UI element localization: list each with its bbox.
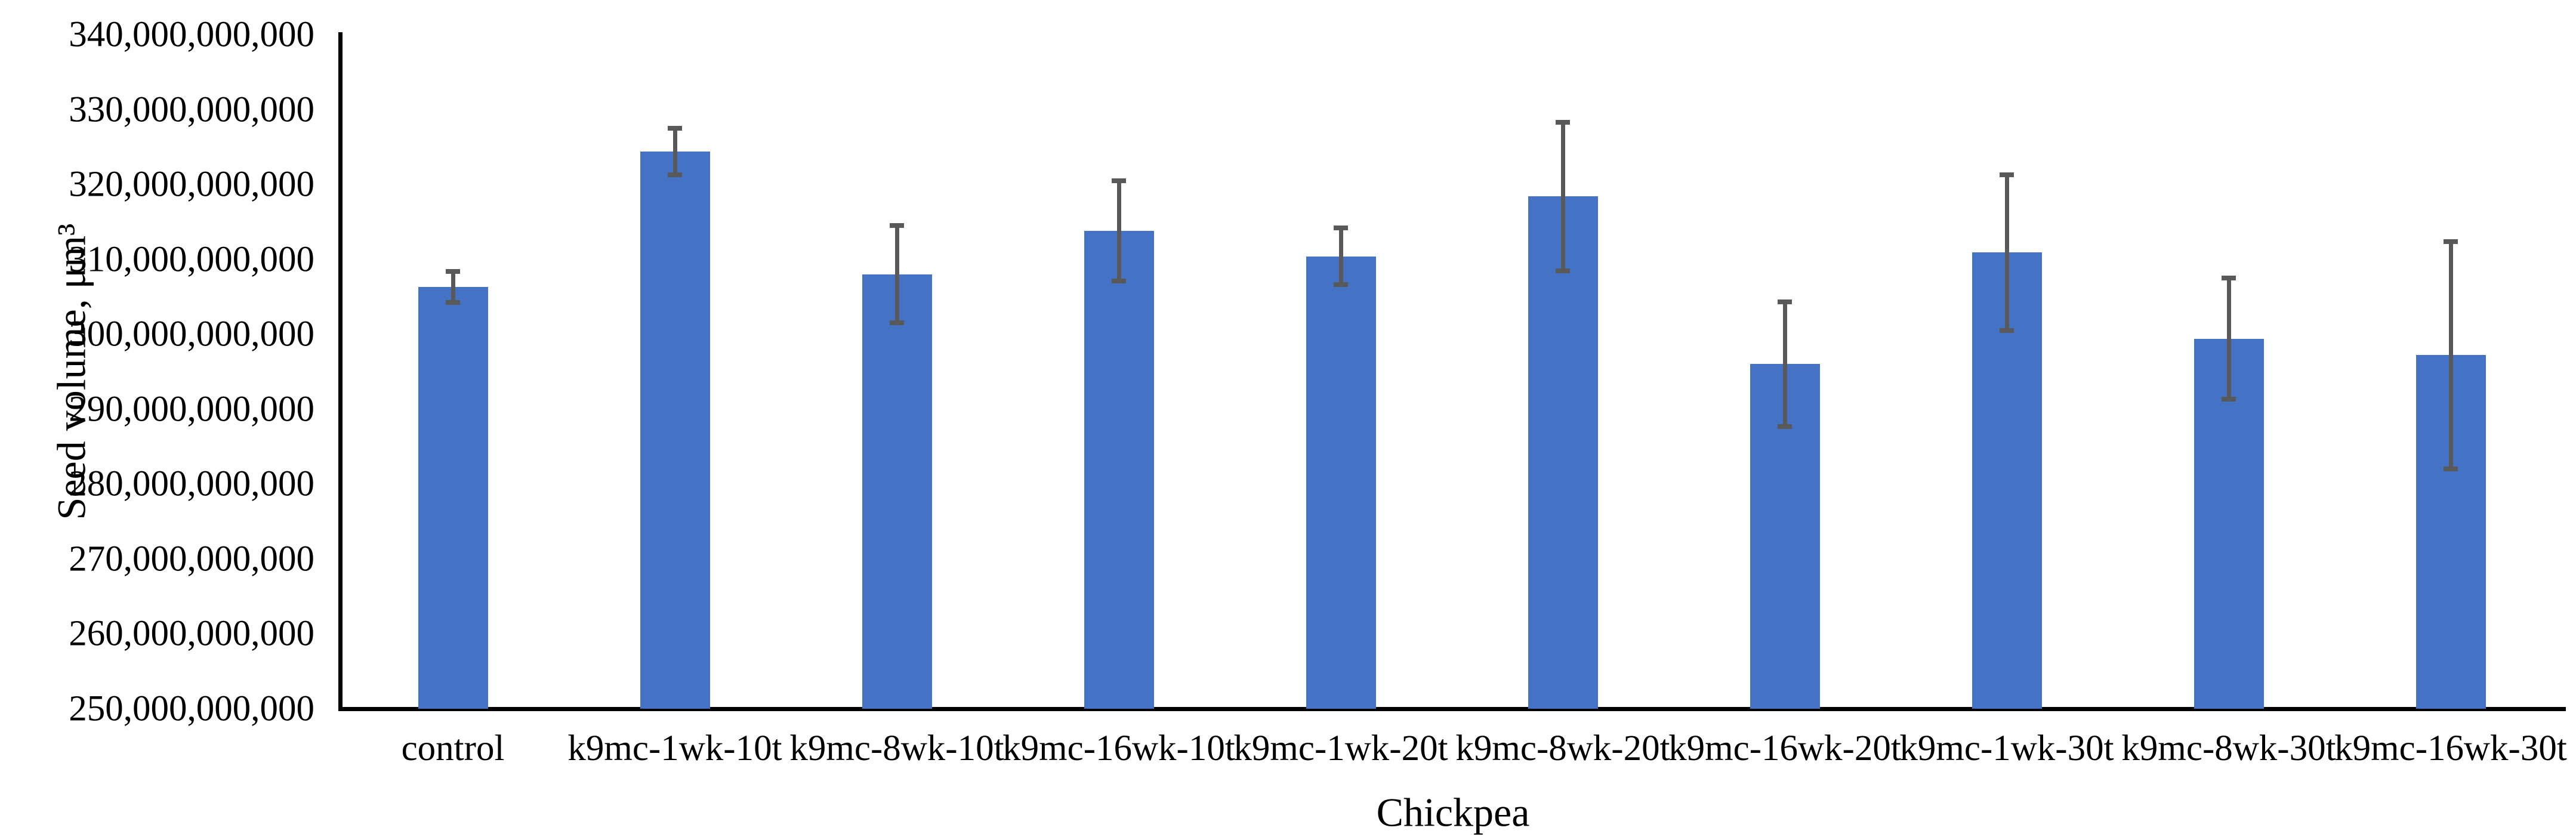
error-bar-cap <box>446 300 460 305</box>
error-bar <box>672 128 677 175</box>
error-bar <box>1560 122 1565 271</box>
bar-k9mc-1wk-20t <box>1306 256 1376 709</box>
error-bar <box>2004 174 2009 331</box>
error-bar-cap <box>890 223 904 228</box>
error-bar-cap <box>2000 172 2014 177</box>
error-bar-cap <box>1556 119 1570 125</box>
y-tick-label: 310,000,000,000 <box>69 239 314 280</box>
error-bar-cap <box>1334 282 1348 288</box>
y-tick-label: 300,000,000,000 <box>69 314 314 354</box>
error-bar-cap <box>1334 225 1348 230</box>
y-tick-label: 280,000,000,000 <box>69 464 314 504</box>
x-category-label: k9mc-1wk-20t <box>1233 728 1448 768</box>
error-bar-cap <box>1112 279 1126 284</box>
y-axis-line <box>338 32 343 711</box>
error-bar-cap <box>2444 239 2458 244</box>
error-bar-cap <box>1556 268 1570 273</box>
y-tick-label: 340,000,000,000 <box>69 14 314 55</box>
error-bar-cap <box>2222 397 2236 402</box>
bar-k9mc-1wk-10t <box>640 151 710 709</box>
y-tick-label: 270,000,000,000 <box>69 539 314 579</box>
error-bar-cap <box>668 125 682 131</box>
x-category-label: k9mc-8wk-10t <box>789 728 1004 768</box>
bar-k9mc-8wk-10t <box>862 274 932 709</box>
error-bar <box>1782 302 1787 427</box>
error-bar-cap <box>2444 467 2458 472</box>
x-category-label: k9mc-8wk-20t <box>1455 728 1670 768</box>
bar-control <box>418 287 488 709</box>
x-category-label: k9mc-16wk-30t <box>2334 728 2567 768</box>
error-bar <box>1338 227 1343 285</box>
error-bar <box>894 226 899 323</box>
error-bar-cap <box>2222 276 2236 281</box>
error-bar-cap <box>446 268 460 274</box>
y-tick-label: 290,000,000,000 <box>69 389 314 430</box>
x-category-label: k9mc-1wk-10t <box>567 728 782 768</box>
y-tick-label: 260,000,000,000 <box>69 613 314 654</box>
x-axis-line <box>338 707 2566 711</box>
bar-k9mc-16wk-10t <box>1084 230 1154 709</box>
x-category-label: k9mc-1wk-30t <box>1899 728 2114 768</box>
error-bar <box>2226 278 2231 400</box>
x-category-label: k9mc-16wk-10t <box>1002 728 1235 768</box>
x-axis-title: Chickpea <box>1376 789 1530 835</box>
y-tick-label: 330,000,000,000 <box>69 89 314 130</box>
error-bar-cap <box>890 320 904 326</box>
y-tick-label: 250,000,000,000 <box>69 688 314 729</box>
error-bar-cap <box>1112 178 1126 183</box>
error-bar <box>2448 241 2453 470</box>
y-tick-label: 320,000,000,000 <box>69 164 314 205</box>
error-bar-cap <box>1778 299 1792 305</box>
x-category-label: control <box>401 728 505 768</box>
error-bar <box>451 271 455 303</box>
error-bar-cap <box>2000 328 2014 333</box>
bar-k9mc-8wk-20t <box>1528 196 1598 709</box>
error-bar <box>1116 180 1121 282</box>
error-bar-cap <box>668 172 682 177</box>
x-category-label: k9mc-8wk-30t <box>2121 728 2336 768</box>
x-category-label: k9mc-16wk-20t <box>1668 728 1901 768</box>
error-bar-cap <box>1778 424 1792 429</box>
